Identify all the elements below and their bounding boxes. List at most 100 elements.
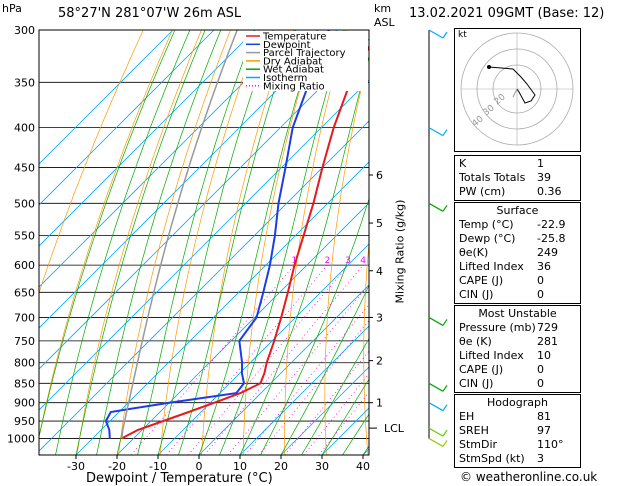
wind-barb-flag-1000	[442, 440, 448, 447]
legend-label-6: Mixing Ratio	[263, 81, 325, 92]
wet-adiabat--35	[55, 30, 191, 455]
legend-label-3: Dry Adiabat	[263, 56, 322, 67]
isotherm-20	[280, 366, 369, 455]
isotherm--90	[39, 30, 256, 247]
surface-cin-label: CIN (J)	[459, 288, 494, 301]
pressure-tick-500: 500	[14, 197, 35, 210]
isotherm--80	[39, 30, 297, 288]
parcel-trajectory-line	[120, 30, 238, 439]
km-tick-6: 6	[376, 169, 383, 182]
stmspd-label: StmSpd (kt)	[459, 452, 525, 465]
dry-adiabat-240	[76, 30, 202, 455]
pressure-tick-750: 750	[14, 335, 35, 348]
mu-pressure-label: Pressure (mb)	[459, 321, 536, 334]
pressure-tick-450: 450	[14, 162, 35, 175]
surface-temp-label: Temp (°C)	[459, 218, 514, 231]
mixing-ratio-line-25	[318, 391, 369, 455]
x-tick--10: -10	[149, 460, 167, 473]
x-tick-40: 40	[356, 460, 370, 473]
pressure-tick-350: 350	[14, 76, 35, 89]
wind-barb-flag-850	[442, 384, 448, 392]
pressure-unit-label: hPa	[2, 2, 22, 15]
isotherm--70	[39, 30, 338, 329]
pressure-tick-300: 300	[14, 24, 35, 37]
x-tick-0: 0	[196, 460, 203, 473]
plot-frame	[38, 29, 370, 456]
isotherm--50	[39, 79, 369, 411]
mixing-ratio-label-1: 1	[291, 256, 297, 266]
wind-barb-flag-400	[442, 129, 448, 136]
x-axis-title: Dewpoint / Temperature (°C)	[86, 471, 273, 486]
wet-adiabat-30	[321, 378, 369, 455]
wind-barb-flag-500	[442, 204, 448, 212]
mu-cape-value: 0	[537, 363, 544, 376]
k-index-value: 1	[537, 157, 544, 170]
mixing-ratio-label-3: 3	[345, 256, 351, 266]
wind-barb-700	[428, 316, 444, 326]
hodograph-table-panel: Hodograph EH 81 SREH 97 StmDir 110° StmSpd …	[454, 394, 581, 468]
wind-barb-flag-970	[442, 429, 448, 437]
wet-adiabat-5	[219, 30, 345, 455]
mixing-ratio-label-10: 10	[409, 256, 421, 266]
wet-adiabat-0	[198, 30, 318, 455]
pressure-tick-950: 950	[14, 415, 35, 428]
wind-barbs	[428, 29, 448, 447]
isotherm--20	[116, 202, 369, 455]
sreh-label: SREH	[459, 424, 489, 437]
x-tick--20: -20	[108, 460, 126, 473]
legend-label-5: Isotherm	[263, 73, 307, 84]
pressure-tick-800: 800	[14, 357, 35, 370]
mu-cape-label: CAPE (J)	[459, 363, 504, 376]
pw-value: 0.36	[537, 185, 562, 198]
isotherm--110	[39, 30, 174, 165]
isotherm-0	[198, 284, 369, 455]
wind-barb-300	[428, 29, 444, 39]
hodograph-panel: kt 40 30 20	[454, 28, 581, 152]
pressure-tick-650: 650	[14, 286, 35, 299]
surface-cape-value: 0	[537, 274, 544, 287]
surface-theta-label: θe(K)	[459, 246, 489, 259]
pressure-tick-900: 900	[14, 397, 35, 410]
km-tick-2: 2	[376, 355, 383, 368]
mixing-ratio-line-10	[258, 319, 369, 455]
surface-dewp-value: -25.8	[537, 232, 566, 245]
wet-adiabat--25	[96, 30, 222, 455]
wind-barb-970	[428, 427, 444, 437]
stmspd-value: 3	[537, 452, 544, 465]
pressure-tick-850: 850	[14, 377, 35, 390]
k-index-label: K	[459, 157, 467, 170]
location-label: 58°27'N 281°07'W 26m ASL	[58, 6, 242, 21]
dry-adiabat-250	[118, 30, 231, 455]
indices-panel: K 1 Totals Totals 39 PW (cm) 0.36	[454, 155, 581, 201]
surface-li-value: 36	[537, 260, 551, 273]
dry-adiabat-280	[242, 30, 319, 455]
eh-label: EH	[459, 410, 475, 423]
mu-cin-label: CIN (J)	[459, 377, 494, 390]
most-unstable-panel: Most Unstable Pressure (mb) 729 θe (K) 281…	[454, 305, 581, 393]
wet-adiabat-10	[239, 55, 369, 455]
surface-cin-value: 0	[537, 288, 544, 301]
wet-adiabat-25	[301, 337, 369, 455]
x-tick-30: 30	[315, 460, 329, 473]
isotherm-10	[239, 325, 369, 455]
dewpoint-line	[104, 30, 330, 439]
stmdir-value: 110°	[537, 438, 564, 451]
mixing-ratio-label-2: 2	[325, 256, 331, 266]
isotherm--40	[39, 120, 369, 452]
isotherm--60	[39, 38, 369, 370]
mu-li-value: 10	[537, 349, 551, 362]
km-tick-1: 1	[376, 397, 383, 410]
legend-background	[243, 31, 368, 91]
hodograph-trace	[488, 66, 536, 104]
km-tick-3: 3	[376, 311, 383, 324]
datetime-label: 13.02.2021 09GMT (Base: 12)	[409, 6, 605, 21]
wet-adiabat-15	[260, 197, 369, 455]
pressure-tick-600: 600	[14, 259, 35, 272]
isotherm--10	[157, 243, 369, 455]
dry-adiabat-380	[605, 30, 629, 455]
mu-theta-value: 281	[537, 335, 558, 348]
surface-temp-value: -22.9	[537, 218, 566, 231]
stmdir-label: StmDir	[459, 438, 498, 451]
